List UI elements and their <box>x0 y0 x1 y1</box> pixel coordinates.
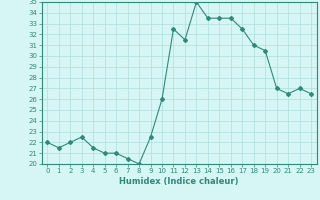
X-axis label: Humidex (Indice chaleur): Humidex (Indice chaleur) <box>119 177 239 186</box>
